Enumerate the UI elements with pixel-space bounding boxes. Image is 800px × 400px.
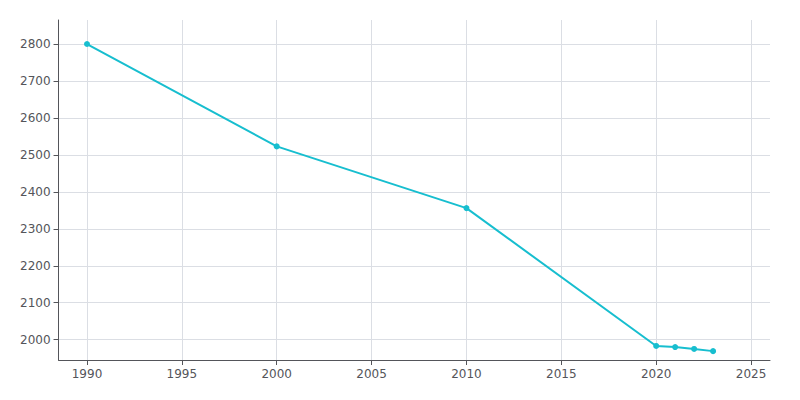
svg-text:1995: 1995 bbox=[167, 367, 198, 381]
svg-text:2700: 2700 bbox=[20, 74, 51, 88]
svg-text:2800: 2800 bbox=[20, 37, 51, 51]
svg-text:2025: 2025 bbox=[736, 367, 767, 381]
svg-text:2005: 2005 bbox=[356, 367, 387, 381]
svg-text:1990: 1990 bbox=[72, 367, 103, 381]
svg-text:2600: 2600 bbox=[20, 111, 51, 125]
svg-text:2010: 2010 bbox=[451, 367, 482, 381]
svg-text:2015: 2015 bbox=[546, 367, 577, 381]
svg-text:2000: 2000 bbox=[20, 333, 51, 347]
svg-text:2500: 2500 bbox=[20, 148, 51, 162]
svg-text:2000: 2000 bbox=[261, 367, 292, 381]
svg-text:2020: 2020 bbox=[641, 367, 672, 381]
svg-text:2200: 2200 bbox=[20, 259, 51, 273]
svg-text:2300: 2300 bbox=[20, 222, 51, 236]
svg-text:2400: 2400 bbox=[20, 185, 51, 199]
svg-text:2100: 2100 bbox=[20, 296, 51, 310]
